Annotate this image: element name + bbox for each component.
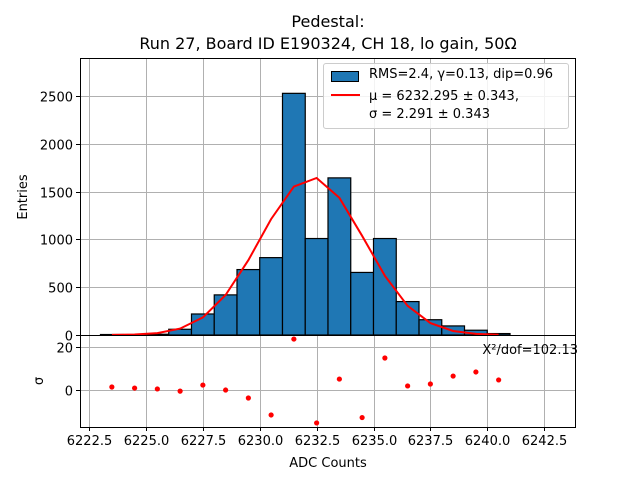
residual-grid xyxy=(80,335,576,427)
legend-entry-sigma: σ = 2.291 ± 0.343 xyxy=(369,107,490,122)
y-axis-label-sigma: σ xyxy=(32,377,47,385)
histogram-bar xyxy=(327,177,352,336)
histogram-bar xyxy=(350,271,375,336)
residual-point xyxy=(450,373,456,379)
residual-axes: 6222.5 6225.0 6227.5 6230.0 6232.5 6235.0 6237… xyxy=(56,335,576,449)
histogram-bar xyxy=(236,268,261,336)
residual-point xyxy=(268,412,274,418)
y-axis-label-entries: Entries xyxy=(16,174,31,220)
residual-frame xyxy=(80,335,576,428)
x-tick-label: 6242.5 xyxy=(522,434,568,449)
x-tick-label: 6222.5 xyxy=(67,434,113,449)
residual-point xyxy=(314,420,320,426)
y-tick-label: 0 xyxy=(65,385,73,400)
chart-title: Pedestal: xyxy=(291,12,365,31)
x-axis-label: ADC Counts xyxy=(289,456,367,471)
histogram-bar xyxy=(259,257,284,336)
residual-point xyxy=(154,386,160,392)
legend-entry-mu: μ = 6232.295 ± 0.343, xyxy=(369,89,519,104)
x-tick-label: 6240.0 xyxy=(465,434,511,449)
x-tick-label: 6230.0 xyxy=(238,434,284,449)
residual-point xyxy=(382,355,388,361)
residual-point xyxy=(177,388,183,394)
residual-point xyxy=(336,376,342,382)
histogram-bar xyxy=(213,294,238,336)
histogram-bars xyxy=(99,92,511,336)
residual-point xyxy=(427,381,433,387)
gaussian-fit-line xyxy=(111,176,499,336)
residual-point xyxy=(200,382,206,388)
chi2-annotation: X²/dof=102.13 xyxy=(482,343,578,358)
legend-entry-stats: RMS=2.4, γ=0.13, dip=0.96 xyxy=(369,67,554,82)
x-tick-label: 6235.0 xyxy=(352,434,398,449)
y-tick-label: 1000 xyxy=(40,234,73,249)
residual-point xyxy=(405,383,411,389)
residual-point xyxy=(132,385,138,391)
residual-points xyxy=(109,336,502,426)
residual-point xyxy=(291,336,297,342)
y-tick-label: 20 xyxy=(56,342,73,357)
legend-fit-line xyxy=(331,94,360,96)
x-tick-label: 6227.5 xyxy=(181,434,227,449)
y-tick-label: 500 xyxy=(48,282,73,297)
legend: RMS=2.4, γ=0.13, dip=0.96 μ = 6232.295 ±… xyxy=(323,63,569,129)
residual-point xyxy=(109,384,115,390)
y-tick-label: 1500 xyxy=(40,187,73,202)
x-tick-label: 6237.5 xyxy=(408,434,454,449)
residual-point xyxy=(473,369,479,375)
chart-subtitle: Run 27, Board ID E190324, CH 18, lo gain… xyxy=(139,34,517,53)
residual-point xyxy=(359,414,365,421)
y-tick-label: 2000 xyxy=(40,139,73,154)
y-tick-label: 0 xyxy=(65,330,73,345)
residual-point xyxy=(245,395,251,401)
y-tick-label: 2500 xyxy=(40,91,73,106)
residual-point xyxy=(223,387,229,393)
histogram-bar xyxy=(281,92,306,336)
x-tick-label: 6232.5 xyxy=(295,434,341,449)
histogram-bar xyxy=(304,237,329,336)
x-tick-label: 6225.0 xyxy=(124,434,170,449)
legend-histogram-patch xyxy=(331,71,359,82)
residual-point xyxy=(496,377,502,383)
